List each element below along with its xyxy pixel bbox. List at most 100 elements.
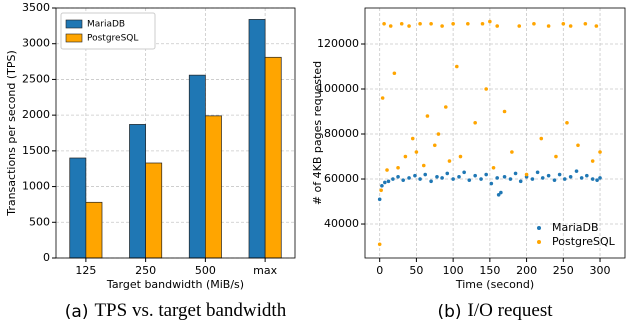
y-axis-label: Transactions per second (TPS)	[5, 50, 18, 217]
point	[399, 21, 404, 26]
y-axis-label: # of 4KB pages requested	[311, 61, 324, 205]
point	[462, 170, 466, 175]
point	[440, 24, 444, 28]
point	[383, 180, 387, 185]
point	[552, 178, 557, 182]
legend: MariaDB PostgreSQL	[60, 12, 156, 50]
plot-frame	[55, 7, 296, 259]
point	[540, 176, 545, 180]
point	[568, 24, 573, 28]
plot-frame	[364, 7, 626, 259]
point	[502, 109, 507, 114]
y-tick-label: 1500	[22, 144, 50, 157]
x-tick-label: 250	[553, 264, 574, 277]
x-tick-label: 250	[135, 264, 156, 277]
point	[377, 242, 382, 247]
point	[466, 21, 470, 26]
y-tick-label: 500	[29, 215, 50, 228]
point	[590, 159, 595, 163]
caption-text: TPS vs. target bandwidth	[94, 300, 286, 321]
point	[574, 169, 579, 173]
point	[594, 24, 599, 28]
legend-label: MariaDB	[87, 20, 125, 30]
point	[491, 165, 496, 170]
point	[435, 174, 439, 179]
point	[499, 190, 503, 195]
point	[392, 71, 397, 76]
x-tick-label: 100	[443, 264, 464, 277]
point	[595, 178, 599, 182]
point	[445, 171, 450, 176]
point	[532, 21, 536, 26]
point	[380, 183, 384, 188]
caption-label: (b)	[437, 302, 461, 322]
x-tick-label: 50	[409, 264, 423, 277]
y-tick-label: 120000	[317, 37, 359, 50]
point	[403, 154, 408, 159]
point	[557, 172, 562, 177]
point	[530, 177, 535, 181]
y-tick-label: 2500	[22, 72, 50, 85]
point	[473, 120, 477, 125]
point	[379, 188, 383, 193]
point	[579, 176, 584, 180]
x-axis-label: Time (second)	[455, 278, 534, 291]
point	[518, 179, 523, 184]
point	[484, 172, 488, 177]
point	[561, 21, 566, 26]
point	[391, 177, 395, 181]
point	[455, 64, 459, 69]
point	[585, 173, 589, 178]
point	[484, 87, 488, 91]
point	[443, 105, 448, 109]
point	[385, 168, 389, 172]
legend-box	[60, 12, 156, 50]
point	[388, 24, 393, 28]
point	[382, 21, 386, 26]
x-tick-label: 125	[75, 264, 96, 277]
x-tick-label: 150	[479, 264, 500, 277]
legend-swatch	[65, 19, 83, 29]
bar	[85, 201, 103, 259]
point	[421, 163, 426, 168]
point	[380, 96, 385, 100]
point	[440, 176, 444, 180]
bar	[264, 56, 282, 259]
x-tick-label: 0	[376, 264, 383, 277]
point	[510, 150, 514, 154]
point	[414, 150, 419, 154]
point	[377, 197, 382, 202]
x-tick-label: 300	[590, 264, 611, 277]
caption: (b) I/O request	[437, 300, 553, 322]
bar	[145, 162, 163, 259]
point	[517, 24, 522, 28]
point	[590, 177, 595, 181]
point	[562, 177, 567, 181]
caption-text: I/O request	[468, 300, 554, 321]
point	[546, 173, 551, 178]
point	[418, 177, 422, 181]
point	[473, 173, 477, 178]
point	[451, 177, 455, 181]
x-tick-label: max	[253, 264, 277, 277]
y-tick-label: 80000	[324, 127, 359, 140]
bar	[69, 157, 87, 259]
legend-label: MariaDB	[552, 221, 599, 234]
point	[396, 165, 400, 170]
caption-label: (a)	[65, 302, 89, 322]
caption: (a) TPS vs. target bandwidth	[65, 300, 287, 322]
point	[598, 176, 602, 180]
y-tick-label: 40000	[324, 217, 359, 230]
x-tick-label: 200	[516, 264, 537, 277]
point	[513, 171, 518, 176]
point	[401, 178, 405, 182]
y-tick-label: 60000	[324, 172, 359, 185]
point	[554, 154, 558, 159]
point	[458, 154, 463, 159]
point	[480, 21, 485, 26]
point	[418, 21, 422, 26]
subplot: 0 500 1000 1500 2000 2500 3000 3500 125 250 500 max…	[5, 1, 296, 322]
point	[432, 143, 437, 148]
point	[447, 159, 452, 163]
